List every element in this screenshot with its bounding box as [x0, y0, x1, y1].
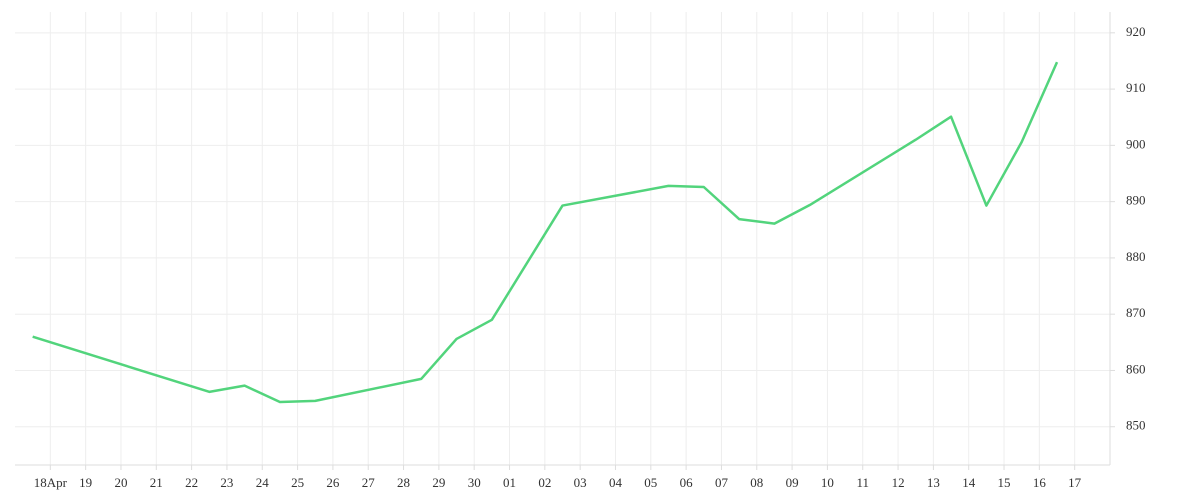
x-tick-label: 14 [962, 475, 976, 490]
x-tick-label: 26 [326, 475, 340, 490]
data-line [32, 61, 1059, 404]
x-tick-label: 03 [574, 475, 587, 490]
x-tick-label: 20 [114, 475, 127, 490]
x-tick-label: 06 [680, 475, 694, 490]
x-tick-label: 29 [432, 475, 445, 490]
x-tick-label: 25 [291, 475, 304, 490]
x-tick-label: 18Apr [34, 475, 68, 490]
x-tick-label: 02 [538, 475, 551, 490]
y-tick-label: 890 [1126, 193, 1146, 208]
x-tick-label: 21 [150, 475, 163, 490]
y-tick-label: 850 [1126, 418, 1146, 433]
x-tick-label: 08 [750, 475, 763, 490]
x-tick-label: 22 [185, 475, 198, 490]
x-tick-label: 07 [715, 475, 729, 490]
x-tick-label: 23 [220, 475, 233, 490]
x-tick-label: 05 [644, 475, 657, 490]
y-tick-label: 920 [1126, 24, 1146, 39]
y-tick-label: 900 [1126, 136, 1146, 151]
x-tick-label: 09 [786, 475, 799, 490]
x-tick-label: 17 [1068, 475, 1082, 490]
x-tick-label: 15 [998, 475, 1011, 490]
x-tick-label: 16 [1033, 475, 1047, 490]
x-tick-label: 10 [821, 475, 834, 490]
x-tick-label: 19 [79, 475, 92, 490]
x-tick-label: 13 [927, 475, 940, 490]
y-tick-label: 860 [1126, 361, 1146, 376]
x-tick-label: 28 [397, 475, 410, 490]
x-tick-label: 01 [503, 475, 516, 490]
y-tick-label: 880 [1126, 249, 1146, 264]
x-tick-label: 04 [609, 475, 623, 490]
x-tick-label: 27 [362, 475, 376, 490]
x-tick-label: 11 [856, 475, 869, 490]
x-tick-label: 12 [892, 475, 905, 490]
x-tick-label: 30 [468, 475, 481, 490]
y-tick-label: 910 [1126, 80, 1146, 95]
x-tick-label: 24 [256, 475, 270, 490]
y-tick-label: 870 [1126, 305, 1146, 320]
